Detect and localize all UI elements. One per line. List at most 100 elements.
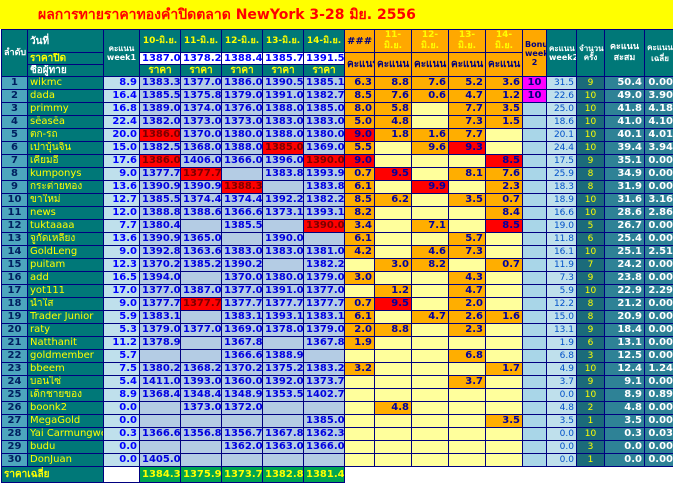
day-score-cell[interactable] <box>374 154 412 168</box>
predictor-name-cell[interactable]: DonJuan <box>27 453 104 467</box>
day-score-cell[interactable]: 5.2 <box>448 76 486 90</box>
week2-score-cell[interactable]: 12.2 <box>546 297 577 311</box>
predictor-name-cell[interactable]: จูกัดเหลียง <box>27 232 104 246</box>
price-guess-cell[interactable]: 1379.0 <box>303 271 345 285</box>
count-cell[interactable]: 3 <box>576 440 605 454</box>
day-score-cell[interactable]: 4.3 <box>448 271 486 285</box>
week2-score-cell[interactable]: 18.9 <box>546 193 577 207</box>
price-guess-cell[interactable]: 1392.2 <box>262 193 304 207</box>
total-score-cell[interactable]: 18.4 <box>604 323 645 337</box>
week1-score-cell[interactable]: 0.0 <box>103 453 140 467</box>
price-guess-cell[interactable]: 1388.8 <box>139 206 181 220</box>
price-guess-cell[interactable]: 1368.0 <box>180 141 222 155</box>
price-guess-cell[interactable] <box>303 349 345 363</box>
header-score-date[interactable]: 12-มิ.ย. <box>411 29 449 53</box>
average-score-cell[interactable]: 3.94 <box>644 141 673 155</box>
day-score-cell[interactable]: 7.7 <box>448 102 486 116</box>
day-score-cell[interactable] <box>344 414 375 428</box>
header-score-date[interactable]: 14-มิ.ย. <box>485 29 523 53</box>
average-price-cell[interactable]: 1384.3 <box>139 466 181 483</box>
total-score-cell[interactable]: 25.4 <box>604 232 645 246</box>
price-guess-cell[interactable]: 1390.0 <box>303 154 345 168</box>
price-guess-cell[interactable]: 1377.7 <box>180 167 222 181</box>
rank-cell[interactable]: 17 <box>1 284 28 298</box>
price-guess-cell[interactable]: 1377.0 <box>303 284 345 298</box>
header-week2[interactable]: คะแนน week2 <box>546 29 577 77</box>
week2-score-cell[interactable]: 25.9 <box>546 167 577 181</box>
price-guess-cell[interactable]: 1393.9 <box>303 167 345 181</box>
day-score-cell[interactable] <box>485 141 523 155</box>
day-score-cell[interactable]: 0.7 <box>344 297 375 311</box>
price-guess-cell[interactable]: 1406.0 <box>180 154 222 168</box>
rank-cell[interactable]: 16 <box>1 271 28 285</box>
price-guess-cell[interactable]: 1390.0 <box>262 232 304 246</box>
day-score-cell[interactable] <box>411 349 449 363</box>
price-guess-cell[interactable]: 1373.1 <box>262 206 304 220</box>
week1-score-cell[interactable]: 13.6 <box>103 180 140 194</box>
day-score-cell[interactable] <box>374 414 412 428</box>
average-score-cell[interactable]: 0.00 <box>644 76 673 90</box>
week1-score-cell[interactable]: 11.2 <box>103 336 140 350</box>
week1-score-cell[interactable]: 0.0 <box>103 414 140 428</box>
day-score-cell[interactable]: 8.2 <box>411 258 449 272</box>
day-score-cell[interactable] <box>411 414 449 428</box>
day-score-cell[interactable]: 0.6 <box>411 89 449 103</box>
price-guess-cell[interactable]: 1377.0 <box>180 323 222 337</box>
day-score-cell[interactable]: 4.7 <box>411 310 449 324</box>
rank-cell[interactable]: 10 <box>1 193 28 207</box>
price-guess-cell[interactable] <box>262 180 304 194</box>
week2-score-cell[interactable]: 6.8 <box>546 349 577 363</box>
day-score-cell[interactable] <box>411 362 449 376</box>
day-score-cell[interactable] <box>344 453 375 467</box>
header-close-price[interactable]: ราคาปิด <box>27 52 104 65</box>
day-score-cell[interactable] <box>411 401 449 415</box>
day-score-cell[interactable]: 3.0 <box>344 271 375 285</box>
price-guess-cell[interactable]: 1405.0 <box>139 453 181 467</box>
bonus-cell[interactable] <box>522 440 547 454</box>
price-guess-cell[interactable] <box>262 258 304 272</box>
day-score-cell[interactable] <box>374 206 412 220</box>
price-guess-cell[interactable]: 1378.9 <box>139 336 181 350</box>
predictor-name-cell[interactable]: เปาบุ้นจิ้น <box>27 141 104 155</box>
week1-score-cell[interactable]: 8.9 <box>103 388 140 402</box>
header-price-date[interactable]: 10-มิ.ย. <box>139 29 181 53</box>
day-score-cell[interactable] <box>344 440 375 454</box>
day-score-cell[interactable]: 5.0 <box>344 115 375 129</box>
price-guess-cell[interactable]: 1366.6 <box>221 206 263 220</box>
week1-score-cell[interactable]: 5.3 <box>103 323 140 337</box>
day-score-cell[interactable]: 3.5 <box>485 102 523 116</box>
price-guess-cell[interactable]: 1392.0 <box>262 375 304 389</box>
header-total[interactable]: คะแนน สะสม <box>604 29 645 77</box>
count-cell[interactable]: 8 <box>576 180 605 194</box>
day-score-cell[interactable]: 8.5 <box>485 219 523 233</box>
day-score-cell[interactable] <box>344 388 375 402</box>
day-score-cell[interactable]: 3.5 <box>485 414 523 428</box>
predictor-name-cell[interactable]: news <box>27 206 104 220</box>
bonus-cell[interactable] <box>522 141 547 155</box>
week1-score-cell[interactable]: 5.4 <box>103 375 140 389</box>
price-guess-cell[interactable] <box>180 414 222 428</box>
bonus-cell[interactable] <box>522 427 547 441</box>
price-guess-cell[interactable]: 1377.7 <box>303 297 345 311</box>
price-guess-cell[interactable]: 1373.0 <box>180 115 222 129</box>
predictor-name-cell[interactable]: Natthanit <box>27 336 104 350</box>
price-guess-cell[interactable]: 1393.0 <box>180 375 222 389</box>
rank-cell[interactable]: 14 <box>1 245 28 259</box>
average-price-cell[interactable]: 1373.7 <box>221 466 263 483</box>
total-score-cell[interactable]: 0.0 <box>604 440 645 454</box>
week2-score-cell[interactable]: 3.7 <box>546 375 577 389</box>
day-score-cell[interactable]: 9.5 <box>374 297 412 311</box>
total-score-cell[interactable]: 31.9 <box>604 180 645 194</box>
total-score-cell[interactable]: 34.9 <box>604 167 645 181</box>
week2-score-cell[interactable]: 0.0 <box>546 440 577 454</box>
day-score-cell[interactable] <box>374 310 412 324</box>
day-score-cell[interactable]: 1.6 <box>485 310 523 324</box>
predictor-name-cell[interactable]: dada <box>27 89 104 103</box>
day-score-cell[interactable] <box>411 284 449 298</box>
day-score-cell[interactable]: 2.0 <box>344 323 375 337</box>
bonus-cell[interactable] <box>522 297 547 311</box>
day-score-cell[interactable]: 9.5 <box>374 167 412 181</box>
rank-cell[interactable]: 7 <box>1 154 28 168</box>
count-cell[interactable]: 9 <box>576 154 605 168</box>
rank-cell[interactable]: 26 <box>1 401 28 415</box>
